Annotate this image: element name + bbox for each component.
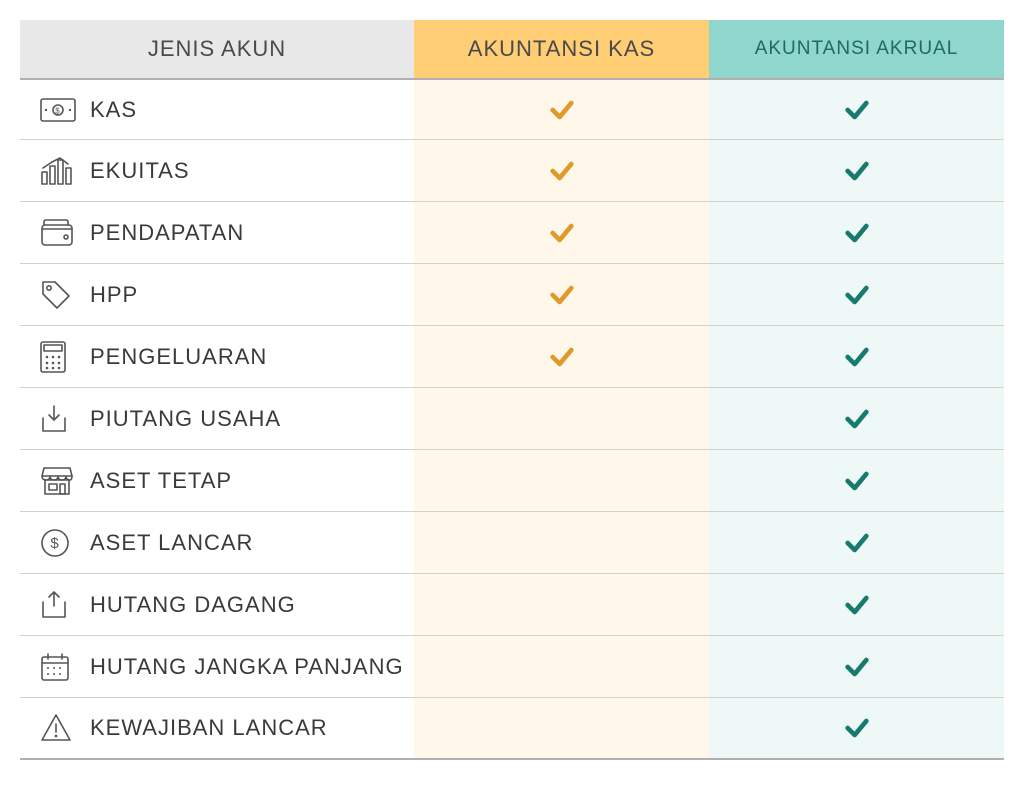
- check-icon: [843, 591, 871, 619]
- row-label: KAS: [84, 97, 137, 123]
- check-icon: [548, 281, 576, 309]
- row-label-cell: EKUITAS: [20, 140, 414, 201]
- warning-icon: [40, 713, 84, 743]
- accrual-cell: [709, 512, 1004, 573]
- calculator-icon: [40, 341, 84, 373]
- header-label: AKUNTANSI KAS: [468, 36, 655, 62]
- table-row: HUTANG JANGKA PANJANG: [20, 636, 1004, 698]
- accrual-cell: [709, 574, 1004, 635]
- header-akuntansi-akrual: AKUNTANSI AKRUAL: [709, 20, 1004, 78]
- check-icon: [548, 343, 576, 371]
- accrual-cell: [709, 450, 1004, 511]
- header-label: AKUNTANSI AKRUAL: [755, 38, 959, 60]
- cash-cell: [414, 512, 709, 573]
- check-icon: [548, 157, 576, 185]
- table-header-row: JENIS AKUN AKUNTANSI KAS AKUNTANSI AKRUA…: [20, 20, 1004, 78]
- cash-cell: [414, 264, 709, 325]
- accrual-cell: [709, 202, 1004, 263]
- check-icon: [843, 343, 871, 371]
- row-label-cell: $ ASET LANCAR: [20, 512, 414, 573]
- check-icon: [843, 157, 871, 185]
- header-jenis-akun: JENIS AKUN: [20, 20, 414, 78]
- cash-cell: [414, 80, 709, 139]
- store-icon: [40, 466, 84, 496]
- table-row: HPP: [20, 264, 1004, 326]
- row-label: EKUITAS: [84, 158, 190, 184]
- accrual-cell: [709, 264, 1004, 325]
- row-label-cell: $ KAS: [20, 80, 414, 139]
- cash-cell: [414, 202, 709, 263]
- calendar-icon: [40, 652, 84, 682]
- row-label-cell: HUTANG JANGKA PANJANG: [20, 636, 414, 697]
- svg-text:$: $: [50, 535, 59, 552]
- row-label: HUTANG DAGANG: [84, 592, 296, 618]
- row-label-cell: PIUTANG USAHA: [20, 388, 414, 449]
- inbox-in-icon: [40, 404, 84, 434]
- table-row: $ KAS: [20, 78, 1004, 140]
- accrual-cell: [709, 698, 1004, 758]
- row-label-cell: PENDAPATAN: [20, 202, 414, 263]
- row-label: PIUTANG USAHA: [84, 406, 281, 432]
- tag-icon: [40, 279, 84, 311]
- row-label: HUTANG JANGKA PANJANG: [84, 654, 404, 680]
- table-row: ASET TETAP: [20, 450, 1004, 512]
- row-label: KEWAJIBAN LANCAR: [84, 715, 328, 741]
- row-label: ASET TETAP: [84, 468, 232, 494]
- table-row: PENGELUARAN: [20, 326, 1004, 388]
- row-label-cell: PENGELUARAN: [20, 326, 414, 387]
- table-row: HUTANG DAGANG: [20, 574, 1004, 636]
- row-label: HPP: [84, 282, 138, 308]
- check-icon: [843, 714, 871, 742]
- svg-text:$: $: [55, 106, 60, 115]
- accrual-cell: [709, 80, 1004, 139]
- accrual-cell: [709, 636, 1004, 697]
- check-icon: [843, 96, 871, 124]
- row-label: ASET LANCAR: [84, 530, 253, 556]
- accrual-cell: [709, 326, 1004, 387]
- row-label-cell: HPP: [20, 264, 414, 325]
- row-label: PENGELUARAN: [84, 344, 267, 370]
- cash-cell: [414, 140, 709, 201]
- check-icon: [843, 219, 871, 247]
- check-icon: [548, 219, 576, 247]
- row-label-cell: KEWAJIBAN LANCAR: [20, 698, 414, 758]
- cash-cell: [414, 698, 709, 758]
- check-icon: [843, 467, 871, 495]
- table-row: PENDAPATAN: [20, 202, 1004, 264]
- check-icon: [843, 653, 871, 681]
- cash-cell: [414, 326, 709, 387]
- table-row: $ ASET LANCAR: [20, 512, 1004, 574]
- header-akuntansi-kas: AKUNTANSI KAS: [414, 20, 709, 78]
- comparison-table: JENIS AKUN AKUNTANSI KAS AKUNTANSI AKRUA…: [20, 20, 1004, 760]
- dollar-coin-icon: $: [40, 528, 84, 558]
- row-label: PENDAPATAN: [84, 220, 244, 246]
- cash-cell: [414, 574, 709, 635]
- accrual-cell: [709, 388, 1004, 449]
- check-icon: [843, 281, 871, 309]
- table-row: PIUTANG USAHA: [20, 388, 1004, 450]
- check-icon: [843, 405, 871, 433]
- table-row: EKUITAS: [20, 140, 1004, 202]
- check-icon: [548, 96, 576, 124]
- wallet-icon: [40, 219, 84, 247]
- accrual-cell: [709, 140, 1004, 201]
- row-label-cell: ASET TETAP: [20, 450, 414, 511]
- outbox-icon: [40, 590, 84, 620]
- row-label-cell: HUTANG DAGANG: [20, 574, 414, 635]
- cash-cell: [414, 450, 709, 511]
- table-row: KEWAJIBAN LANCAR: [20, 698, 1004, 760]
- check-icon: [843, 529, 871, 557]
- money-bill-icon: $: [40, 98, 84, 122]
- header-label: JENIS AKUN: [148, 36, 286, 62]
- bar-chart-icon: [40, 156, 84, 186]
- cash-cell: [414, 388, 709, 449]
- cash-cell: [414, 636, 709, 697]
